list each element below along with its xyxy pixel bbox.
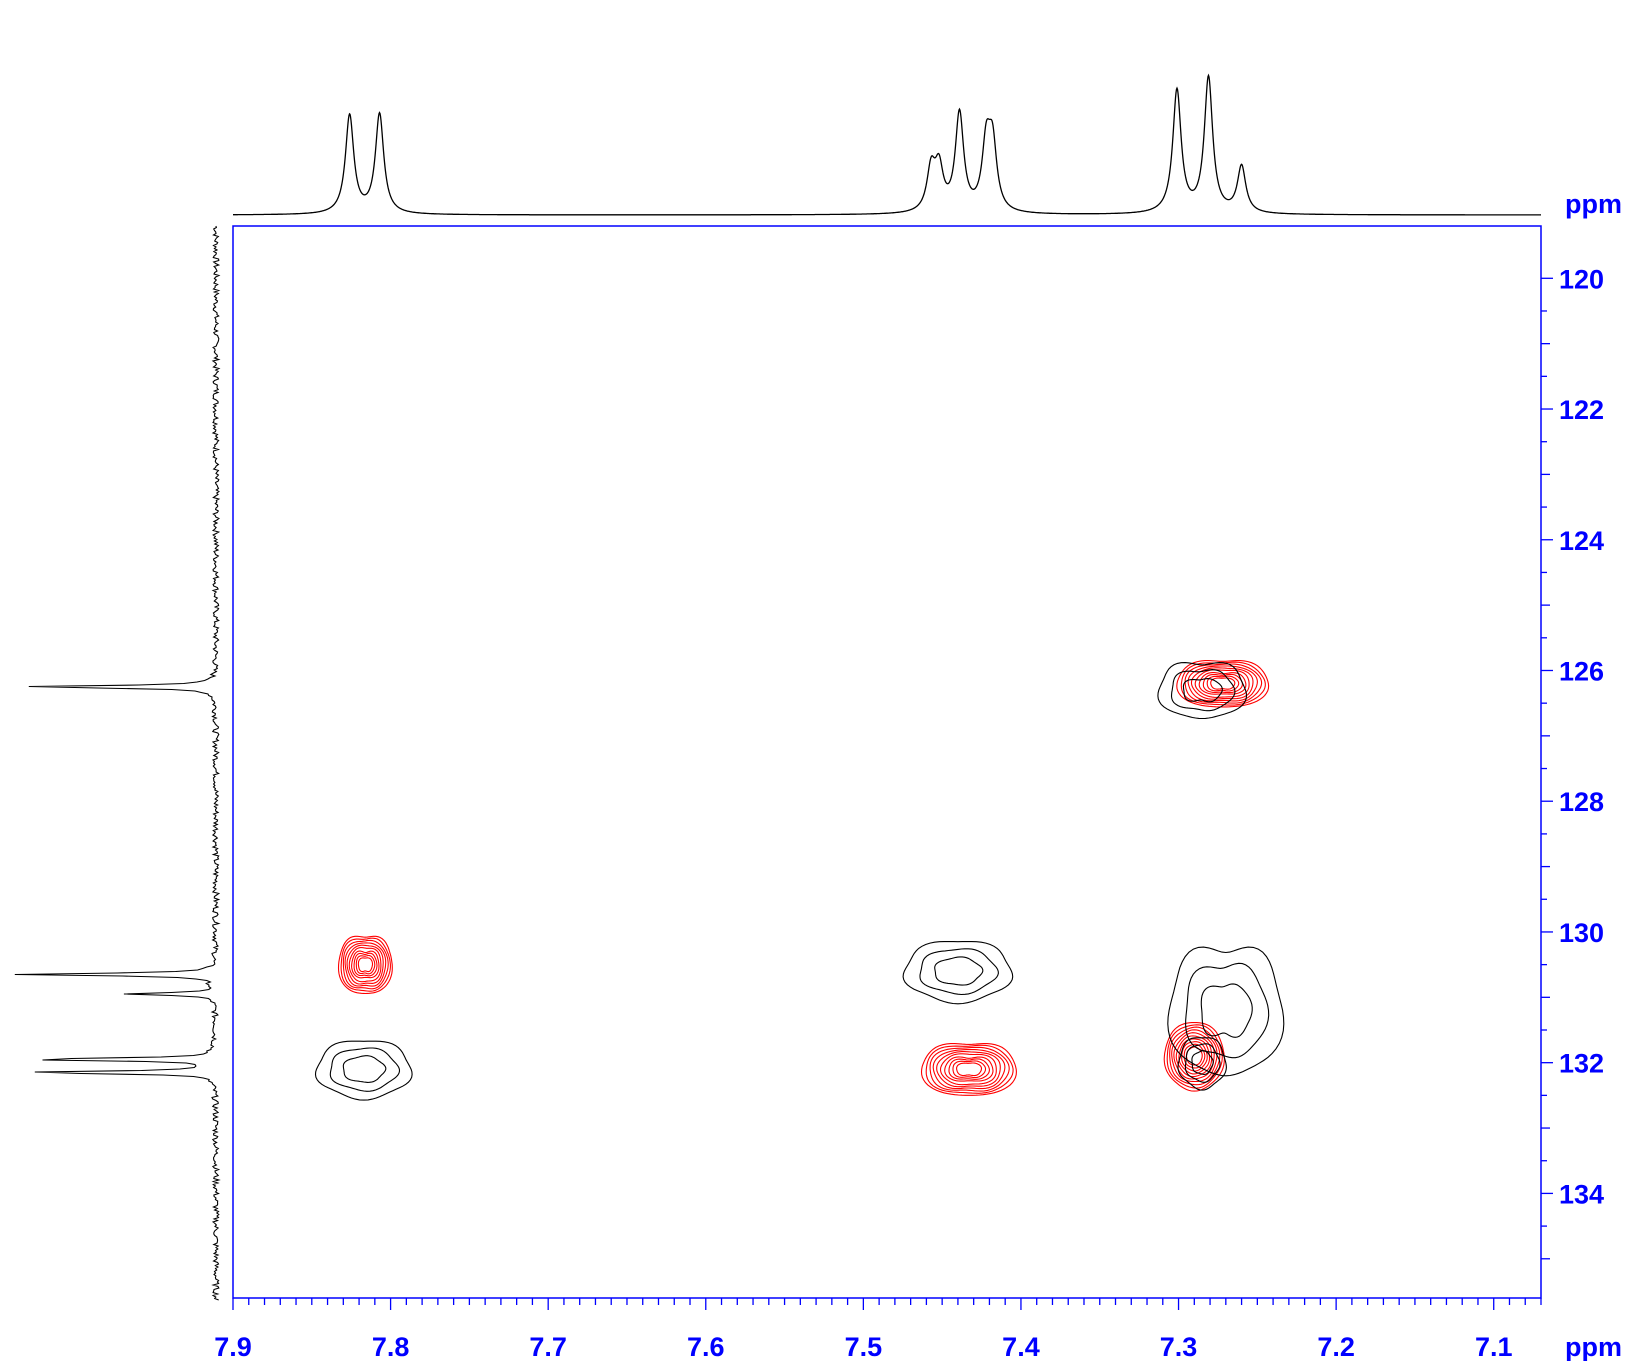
y-tick-label: 130	[1559, 918, 1604, 948]
contour-level	[357, 957, 374, 973]
cross-peak	[902, 941, 1014, 1005]
f2-projection-spectrum	[233, 73, 1541, 216]
contour-layer	[314, 660, 1285, 1101]
x-tick-label: 7.4	[1002, 1332, 1040, 1361]
cross-peak	[1163, 1021, 1225, 1092]
contour-level	[934, 956, 984, 986]
x-axis-unit-label: ppm	[1565, 1332, 1622, 1361]
contour-level	[925, 1044, 1014, 1094]
contour-level	[1173, 1032, 1215, 1080]
contour-level	[1163, 1021, 1225, 1092]
contour-level	[1178, 1038, 1211, 1075]
y-tick-label: 128	[1559, 787, 1604, 817]
y-tick-label: 124	[1559, 526, 1604, 556]
contour-level	[936, 1051, 1001, 1088]
contour-level	[952, 1060, 987, 1079]
contour-level	[1180, 661, 1266, 706]
contour-level	[1191, 1050, 1214, 1075]
contour-level	[1202, 673, 1243, 694]
x-tick-label: 7.1	[1475, 1332, 1513, 1361]
contour-level	[348, 947, 382, 983]
y-axis-unit-label: ppm	[1565, 189, 1622, 219]
contour-level	[1170, 669, 1236, 712]
contour-level	[329, 1047, 401, 1092]
x-tick-label: 7.7	[529, 1332, 567, 1361]
y-tick-label: 122	[1559, 395, 1604, 425]
contour-level	[1184, 1043, 1221, 1083]
cross-peak	[337, 935, 393, 995]
contour-level	[1198, 672, 1247, 695]
contour-level	[1166, 1024, 1223, 1089]
contour-level	[351, 950, 380, 979]
x-axis: 7.9 7.8 7.7 7.6 7.5 7.4 7.3 7.2 7.1	[214, 1298, 1542, 1361]
contour-level	[1190, 667, 1254, 700]
contour-level	[1182, 678, 1223, 703]
y-axis: 120 122 124 126 128 130 132 134	[1541, 264, 1604, 1260]
contour-level	[944, 1056, 994, 1082]
contour-level	[902, 941, 1014, 1005]
contour-level	[932, 1049, 1006, 1090]
contour-level	[948, 1058, 990, 1080]
contour-level	[314, 1040, 413, 1101]
y-tick-label: 126	[1559, 656, 1604, 686]
contour-level	[1171, 1029, 1218, 1083]
cross-peak	[1167, 946, 1285, 1077]
x-tick-label: 7.9	[214, 1332, 252, 1361]
contour-level	[1157, 662, 1248, 720]
contour-level	[920, 1043, 1017, 1096]
contour-level	[1206, 675, 1240, 692]
plot-frame	[232, 225, 1542, 1299]
contour-level	[1176, 660, 1270, 708]
contour-level	[1187, 665, 1258, 702]
contour-level	[939, 1053, 997, 1086]
contour-level	[1194, 669, 1250, 698]
contour-level	[1200, 983, 1253, 1038]
y-tick-label: 134	[1559, 1179, 1604, 1209]
contour-level	[340, 937, 391, 992]
contour-level	[1184, 663, 1263, 704]
contour-level	[342, 939, 389, 990]
f1-projection-spectrum	[14, 225, 221, 1301]
cross-peak	[1177, 1037, 1227, 1091]
contour-level	[929, 1046, 1010, 1092]
contour-level	[355, 954, 376, 975]
x-tick-label: 7.2	[1317, 1332, 1355, 1361]
y-tick-label: 120	[1559, 264, 1604, 294]
contour-level	[1175, 1035, 1213, 1078]
contour-level	[1177, 1037, 1227, 1091]
cross-peak	[314, 1040, 413, 1101]
contour-level	[1185, 962, 1270, 1059]
contour-level	[1167, 946, 1285, 1077]
contour-level	[919, 948, 999, 996]
contour-level	[353, 952, 378, 977]
y-tick-label: 132	[1559, 1049, 1604, 1079]
contour-level	[342, 1055, 387, 1083]
contour-level	[337, 935, 393, 995]
contour-level	[344, 942, 387, 987]
contour-level	[956, 1062, 983, 1077]
x-tick-label: 7.6	[687, 1332, 725, 1361]
x-tick-label: 7.8	[372, 1332, 410, 1361]
contour-level	[346, 944, 384, 985]
x-tick-label: 7.5	[845, 1332, 883, 1361]
cross-peak	[1176, 660, 1270, 708]
cross-peak	[1157, 662, 1248, 720]
cross-peak	[920, 1043, 1017, 1096]
x-tick-label: 7.3	[1160, 1332, 1198, 1361]
